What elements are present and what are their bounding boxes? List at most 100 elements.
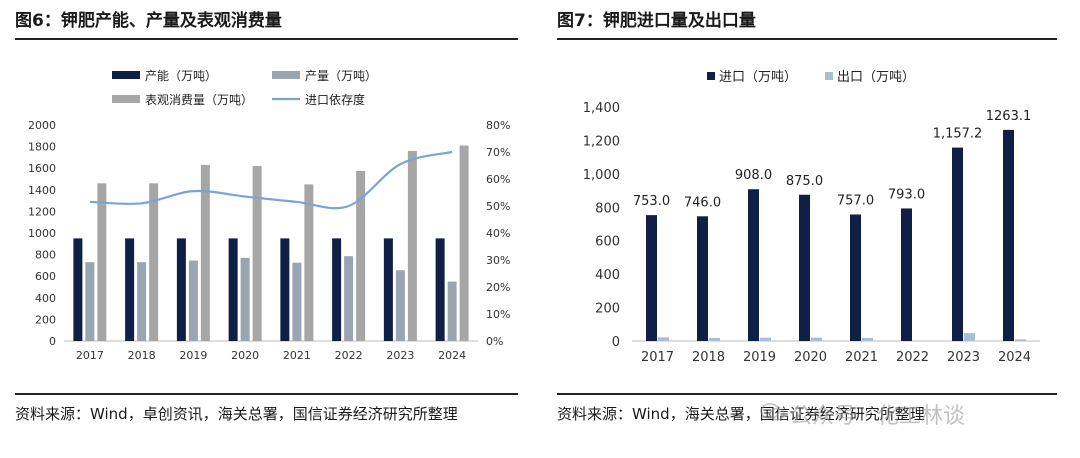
y-right-tick-label: 50%	[486, 200, 510, 213]
bar-production	[395, 270, 405, 341]
y-left-tick-label: 400	[35, 292, 56, 305]
bar-export	[862, 337, 873, 341]
bar-production	[85, 262, 95, 341]
bar-production	[137, 262, 147, 341]
y-tick-label: 400	[595, 268, 620, 283]
left-bottom-rule	[15, 393, 518, 395]
bar-consumption	[149, 183, 159, 341]
y-right-tick-label: 0%	[486, 335, 503, 348]
y-tick-label: 200	[595, 302, 620, 317]
bar-consumption	[200, 164, 210, 341]
bar-export	[709, 337, 720, 341]
bar-capacity	[176, 238, 186, 341]
y-left-tick-label: 1000	[28, 227, 56, 240]
y-right-tick-label: 20%	[486, 281, 510, 294]
x-tick-label: 2019	[743, 350, 776, 365]
data-label-import: 875.0	[786, 174, 823, 189]
y-tick-label: 0	[612, 335, 620, 350]
right-title-rule	[557, 38, 1057, 40]
bar-capacity	[332, 238, 342, 341]
left-figure: 图6：钾肥产能、产量及表观消费量 0 200 400 600 800 1000 1200 14…	[0, 0, 535, 458]
legend-import-swatch	[707, 72, 715, 80]
x-tick-label: 2024	[998, 350, 1031, 365]
x-tick-label: 2021	[845, 350, 878, 365]
x-tick-label: 2022	[896, 350, 929, 365]
left-title-rule	[15, 38, 518, 40]
bar-capacity	[228, 238, 238, 341]
bar-import	[748, 189, 759, 341]
y-left-tick-label: 2000	[28, 119, 56, 132]
left-figure-title: 图6：钾肥产能、产量及表观消费量	[15, 11, 282, 31]
y-left-tick-label: 1800	[28, 141, 56, 154]
legend-export-swatch	[825, 72, 833, 80]
y-left-tick-label: 1200	[28, 205, 56, 218]
legend-consumption-swatch	[112, 95, 140, 103]
y-tick-label: 600	[595, 235, 620, 250]
legend-import-dependence-label: 进口依存度	[305, 92, 365, 107]
left-chart: 0 200 400 600 800 1000 1200 1400 1600 1800 2000 0% 1…	[28, 69, 510, 362]
bar-production	[447, 281, 457, 341]
y-right-tick-label: 80%	[486, 119, 510, 132]
bar-capacity	[125, 238, 135, 341]
x-tick-label: 2020	[231, 349, 259, 362]
y-left-tick-label: 1600	[28, 162, 56, 175]
bar-export	[811, 337, 822, 341]
data-label-import: 793.0	[888, 187, 925, 202]
x-tick-label: 2022	[335, 349, 363, 362]
right-chart: 0 200 400 600 800 1,000 1,200 1,400 753.0 2017 746…	[583, 70, 1040, 365]
x-tick-label: 2020	[794, 350, 827, 365]
x-tick-label: 2018	[128, 349, 156, 362]
bar-import	[646, 215, 657, 341]
legend-capacity-swatch	[112, 71, 140, 79]
bar-consumption	[252, 166, 262, 341]
right-source-note: 资料来源：Wind，海关总署，国信证券经济研究所整理	[557, 405, 925, 423]
y-right-tick-label: 70%	[486, 146, 510, 159]
bar-production	[292, 262, 302, 341]
data-label-import: 757.0	[837, 193, 874, 208]
bar-import	[850, 214, 861, 341]
bar-consumption	[407, 150, 417, 341]
wechat-icon	[760, 403, 785, 421]
y-tick-label: 1,000	[583, 168, 620, 183]
x-tick-label: 2023	[947, 350, 980, 365]
legend-production-label: 产量（万吨）	[305, 69, 377, 83]
right-bottom-rule	[557, 393, 1057, 395]
legend-consumption-label: 表观消费量（万吨）	[145, 93, 253, 107]
bar-production	[240, 257, 250, 341]
legend-production-swatch	[272, 71, 300, 79]
y-tick-label: 800	[595, 201, 620, 216]
bar-consumption	[459, 145, 469, 341]
bar-import	[799, 194, 810, 341]
bar-capacity	[73, 238, 83, 341]
x-tick-label: 2017	[641, 350, 674, 365]
legend-export-label: 出口（万吨）	[837, 70, 915, 85]
line-import-dependence	[89, 150, 453, 210]
data-label-import: 908.0	[735, 168, 772, 183]
y-left-tick-label: 1400	[28, 184, 56, 197]
x-tick-label: 2021	[283, 349, 311, 362]
y-left-tick-label: 200	[35, 313, 56, 326]
bar-import	[901, 208, 912, 341]
bar-capacity	[280, 238, 290, 341]
data-label-import: 1,157.2	[933, 127, 983, 142]
y-left-tick-label: 600	[35, 270, 56, 283]
y-right-tick-label: 30%	[486, 254, 510, 267]
bar-production	[188, 260, 198, 341]
y-tick-label: 1,200	[583, 134, 620, 149]
bar-consumption	[304, 184, 314, 341]
bar-import	[697, 216, 708, 341]
bar-production	[344, 256, 354, 341]
y-left-tick-label: 0	[49, 335, 56, 348]
y-tick-label: 1,400	[583, 101, 620, 116]
data-label-import: 1263.1	[986, 109, 1032, 124]
bar-export	[760, 337, 771, 341]
left-source-note: 资料来源：Wind，卓创资讯，海关总署，国信证券经济研究所整理	[15, 405, 458, 423]
bar-consumption	[356, 170, 366, 341]
bar-export	[1015, 339, 1026, 341]
bar-import	[952, 147, 963, 341]
x-tick-label: 2023	[386, 349, 414, 362]
right-figure-title: 图7：钾肥进口量及出口量	[557, 11, 756, 31]
legend-import-label: 进口（万吨）	[719, 70, 797, 85]
data-label-import: 746.0	[684, 195, 721, 210]
x-tick-label: 2019	[179, 349, 207, 362]
